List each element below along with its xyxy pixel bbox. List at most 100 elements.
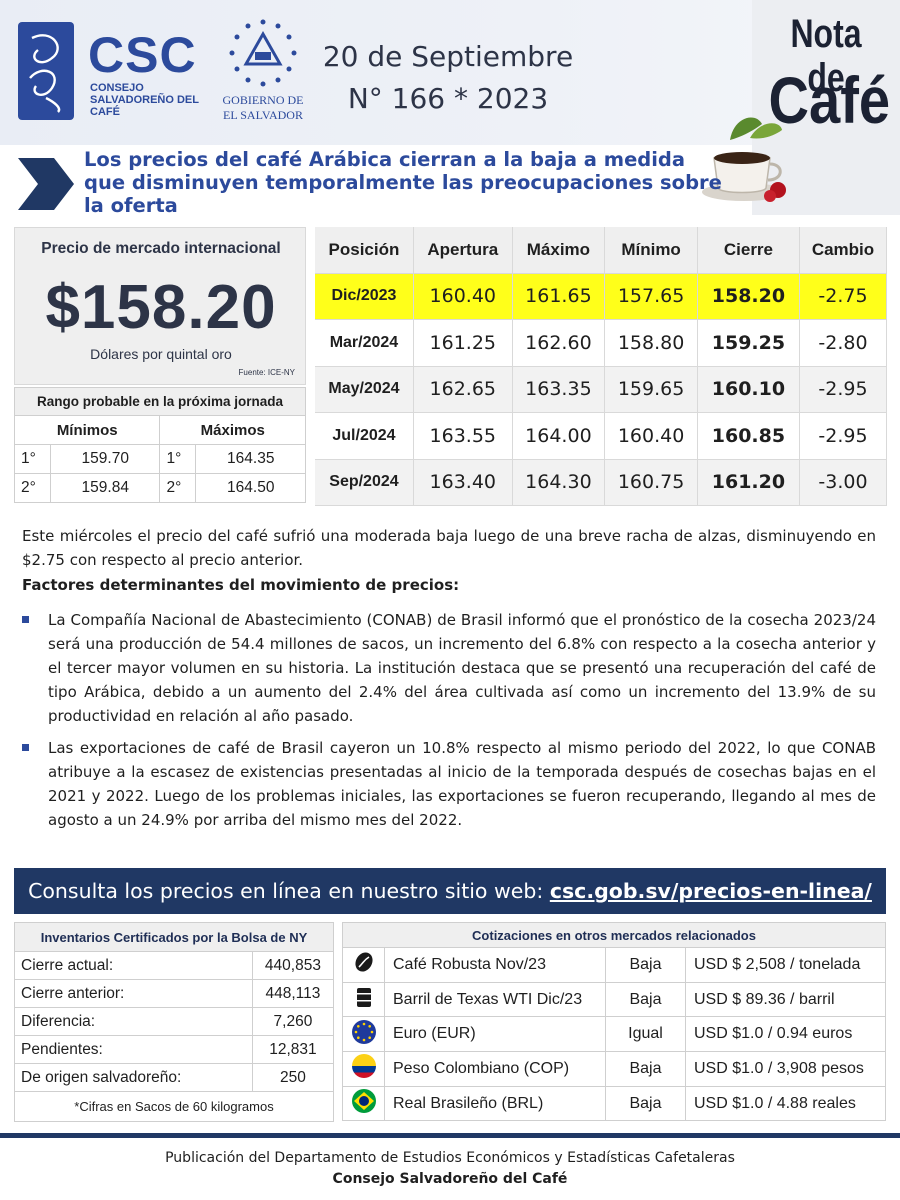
market-trend: Baja (605, 981, 686, 1018)
website-banner: Consulta los precios en línea en nuestro… (14, 868, 886, 914)
market-row: Barril de Texas WTI Dic/23 Baja USD $ 89… (342, 981, 886, 1018)
csc-logo[interactable]: CSC CONSEJO SALVADOREÑO DEL CAFÉ (18, 22, 213, 122)
column-header-open: Apertura (413, 227, 513, 273)
el-salvador-seal-icon (229, 19, 297, 87)
futures-row: May/2024 162.65 163.35 159.65 160.10 -2.… (315, 365, 888, 413)
futures-position: Mar/2024 (315, 319, 414, 366)
inventory-table: Inventarios Certificados por la Bolsa de… (14, 922, 335, 1122)
futures-close: 160.10 (697, 365, 800, 413)
colombia-flag-icon (342, 1051, 385, 1087)
nota-title: Nota de (790, 12, 862, 100)
futures-position: Sep/2024 (315, 458, 414, 506)
inventory-row: Cierre actual: 440,853 (14, 951, 335, 980)
nota-de-cafe-badge: Nota de Café (752, 0, 900, 215)
futures-high: 163.35 (512, 365, 606, 413)
inventory-value: 7,260 (251, 1007, 335, 1036)
factor-item: Las exportaciones de café de Brasil caye… (22, 736, 876, 832)
market-row: Real Brasileño (BRL) Baja USD $1.0 / 4.8… (342, 1085, 886, 1122)
market-trend: Baja (605, 1085, 686, 1122)
range-row: 2° 159.84 2° 164.50 (14, 473, 306, 503)
inventory-row: Diferencia: 7,260 (14, 1007, 335, 1036)
range-title: Rango probable en la próxima jornada (14, 387, 306, 416)
range-max-ordinal: 2° (159, 473, 197, 503)
csc-logo-subtitle: CONSEJO SALVADOREÑO DEL CAFÉ (90, 82, 199, 118)
futures-open: 161.25 (413, 319, 513, 366)
market-row: Peso Colombiano (COP) Baja USD $1.0 / 3,… (342, 1051, 886, 1087)
csc-logo-title: CSC (88, 27, 197, 83)
futures-low: 159.65 (604, 365, 698, 413)
headline: Los precios del café Arábica cierran a l… (84, 148, 722, 217)
range-min-header: Mínimos (13, 415, 161, 445)
futures-row: Jul/2024 163.55 164.00 160.40 160.85 -2.… (315, 412, 888, 459)
futures-close: 158.20 (697, 272, 800, 320)
website-banner-text: Consulta los precios en línea en nuestro… (28, 879, 550, 903)
futures-close: 160.85 (697, 412, 800, 459)
futures-open: 160.40 (413, 272, 513, 320)
futures-change: -3.00 (799, 458, 888, 506)
futures-change: -2.95 (799, 365, 888, 413)
related-markets-table: Cotizaciones en otros mercados relaciona… (342, 922, 886, 1122)
column-header-position: Posición (315, 227, 414, 273)
market-trend: Baja (605, 947, 686, 983)
range-max-ordinal: 1° (159, 444, 197, 474)
headline-arrow-icon (18, 158, 74, 210)
factor-item: La Compañía Nacional de Abastecimiento (… (22, 608, 876, 728)
range-row: 1° 159.70 1° 164.35 (14, 444, 306, 474)
futures-low: 157.65 (604, 272, 698, 320)
futures-low: 160.75 (604, 458, 698, 506)
probable-range-table: Rango probable en la próxima jornada Mín… (13, 387, 306, 503)
market-name: Real Brasileño (BRL) (384, 1085, 606, 1122)
range-min-ordinal: 1° (14, 444, 51, 474)
footer-publisher-line: Publicación del Departamento de Estudios… (165, 1150, 735, 1166)
futures-change: -2.95 (799, 412, 888, 459)
futures-high: 164.30 (512, 458, 606, 506)
inventory-row: Cierre anterior: 448,113 (14, 979, 335, 1008)
market-trend: Igual (605, 1016, 686, 1053)
futures-open: 163.40 (413, 458, 513, 506)
factor-text: Las exportaciones de café de Brasil caye… (48, 739, 876, 829)
market-price: USD $1.0 / 4.88 reales (685, 1085, 886, 1122)
inventory-label: Cierre anterior: (14, 979, 253, 1008)
factors-list: La Compañía Nacional de Abastecimiento (… (22, 608, 876, 840)
website-link[interactable]: csc.gob.sv/precios-en-linea/ (549, 879, 872, 903)
coffee-cup-icon (702, 117, 786, 202)
inventory-value: 448,113 (251, 979, 335, 1008)
futures-open: 163.55 (413, 412, 513, 459)
futures-high: 164.00 (512, 412, 606, 459)
intro-paragraph: Este miércoles el precio del café sufrió… (22, 527, 876, 569)
range-max-header: Máximos (159, 415, 306, 445)
market-trend: Baja (605, 1051, 686, 1087)
futures-low: 158.80 (604, 319, 698, 366)
futures-close: 159.25 (697, 319, 800, 366)
futures-row: Mar/2024 161.25 162.60 158.80 159.25 -2.… (315, 319, 888, 366)
footer-divider (0, 1133, 900, 1138)
market-price: USD $1.0 / 3,908 pesos (685, 1051, 886, 1087)
market-name: Peso Colombiano (COP) (384, 1051, 606, 1087)
inventory-value: 440,853 (251, 951, 335, 980)
eu-flag-icon (342, 1016, 385, 1053)
range-max-value: 164.50 (195, 473, 306, 503)
oil-barrel-icon (342, 981, 385, 1018)
inventory-title: Inventarios Certificados por la Bolsa de… (14, 922, 334, 952)
nota-cafe: Café (768, 63, 891, 137)
column-header-high: Máximo (512, 227, 606, 273)
inventory-value: 250 (251, 1063, 335, 1092)
futures-header-row: Posición Apertura Máximo Mínimo Cierre C… (315, 227, 888, 273)
market-name: Barril de Texas WTI Dic/23 (384, 981, 606, 1018)
futures-row: Dic/2023 160.40 161.65 157.65 158.20 -2.… (315, 272, 888, 320)
column-header-close: Cierre (697, 227, 800, 273)
futures-close: 161.20 (697, 458, 800, 506)
issue-number: N° 166 * 2023 (347, 82, 549, 115)
futures-position: Dic/2023 (315, 272, 414, 320)
issue-date-block: 20 de Septiembre N° 166 * 2023 (318, 36, 578, 120)
futures-change: -2.75 (799, 272, 888, 320)
issue-date: 20 de Septiembre (322, 40, 574, 73)
futures-high: 161.65 (512, 272, 606, 320)
market-price: USD $ 2,508 / tonelada (685, 947, 886, 983)
column-header-change: Cambio (799, 227, 888, 273)
market-row: Café Robusta Nov/23 Baja USD $ 2,508 / t… (342, 947, 886, 983)
factor-text: La Compañía Nacional de Abastecimiento (… (48, 611, 876, 725)
markets-title: Cotizaciones en otros mercados relaciona… (342, 922, 886, 948)
range-min-ordinal: 2° (14, 473, 51, 503)
factors-title: Factores determinantes del movimiento de… (22, 576, 460, 594)
